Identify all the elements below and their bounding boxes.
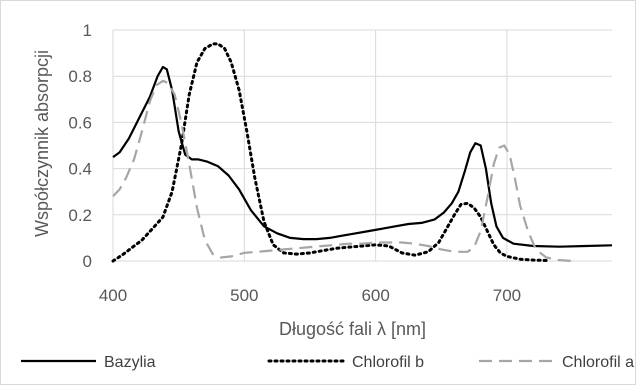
x-axis-title: Długość fali λ [nm] bbox=[279, 319, 426, 339]
y-tick-label: 0 bbox=[83, 252, 92, 271]
series-line-chlorofil-a bbox=[112, 79, 573, 263]
y-tick-label: 0.2 bbox=[68, 206, 92, 225]
y-tick-label: 1 bbox=[83, 21, 92, 40]
y-tick-label: 0.8 bbox=[68, 67, 92, 86]
x-tick-label: 700 bbox=[493, 286, 521, 305]
x-tick-label: 400 bbox=[99, 286, 127, 305]
legend-label-chlorofil-b: Chlorofil b bbox=[352, 354, 424, 371]
tick-labels: 0 0.2 0.4 0.6 0.8 1 400 500 600 700 bbox=[68, 21, 521, 305]
series-line-chlorofil-b bbox=[111, 42, 548, 263]
y-axis-title: Współczynnik absorpcji bbox=[32, 50, 52, 237]
series-line-bazylia bbox=[112, 65, 613, 248]
legend-label-chlorofil-a: Chlorofil a bbox=[562, 354, 634, 371]
y-tick-label: 0.4 bbox=[68, 160, 92, 179]
y-tick-label: 0.6 bbox=[68, 113, 92, 132]
legend: Bazylia Chlorofil b Chlorofil a bbox=[21, 354, 634, 371]
x-tick-label: 600 bbox=[361, 286, 389, 305]
grid-layer bbox=[112, 29, 612, 262]
x-tick-label: 500 bbox=[230, 286, 258, 305]
series-layer bbox=[111, 42, 613, 263]
legend-label-bazylia: Bazylia bbox=[104, 354, 156, 371]
